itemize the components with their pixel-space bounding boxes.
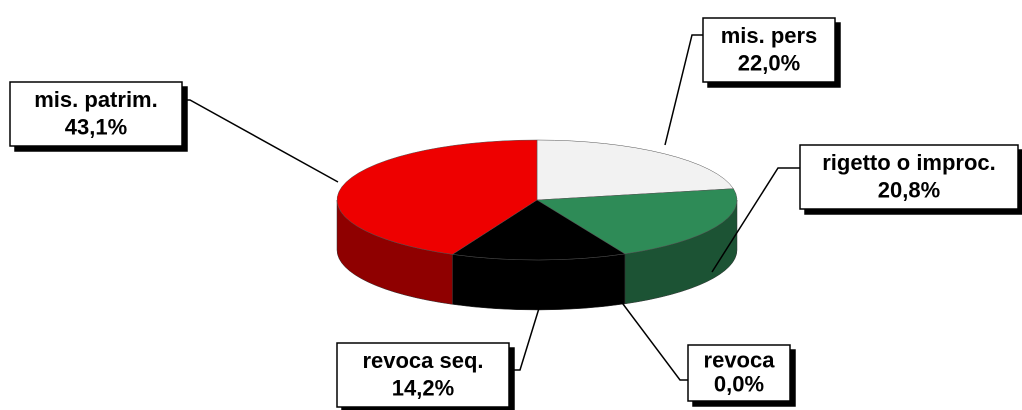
category-label: revoca seq. [362,348,483,373]
slice [536,139,734,201]
label-box [799,144,1019,210]
category-label: revoca [704,348,776,373]
value-label: 20,8% [878,178,940,203]
slice [451,199,626,261]
category-label: rigetto o improc. [822,150,996,175]
leader-line [619,299,688,381]
category-label: mis. pers [721,23,818,48]
leader-line [711,167,800,273]
leader-line [664,34,703,146]
slice [336,139,538,255]
leader-line [509,304,541,371]
slice-side [452,253,626,311]
value-label: 43,1% [65,115,127,140]
slice [536,188,738,255]
value-label: 22,0% [738,51,800,76]
label-box [702,17,836,83]
label-box [336,342,510,408]
label-box [9,81,183,147]
label-box [687,344,791,402]
leader-line [182,99,339,183]
value-label: 0,0% [714,372,764,397]
value-label: 14,2% [392,376,454,401]
category-label: mis. patrim. [34,87,157,112]
